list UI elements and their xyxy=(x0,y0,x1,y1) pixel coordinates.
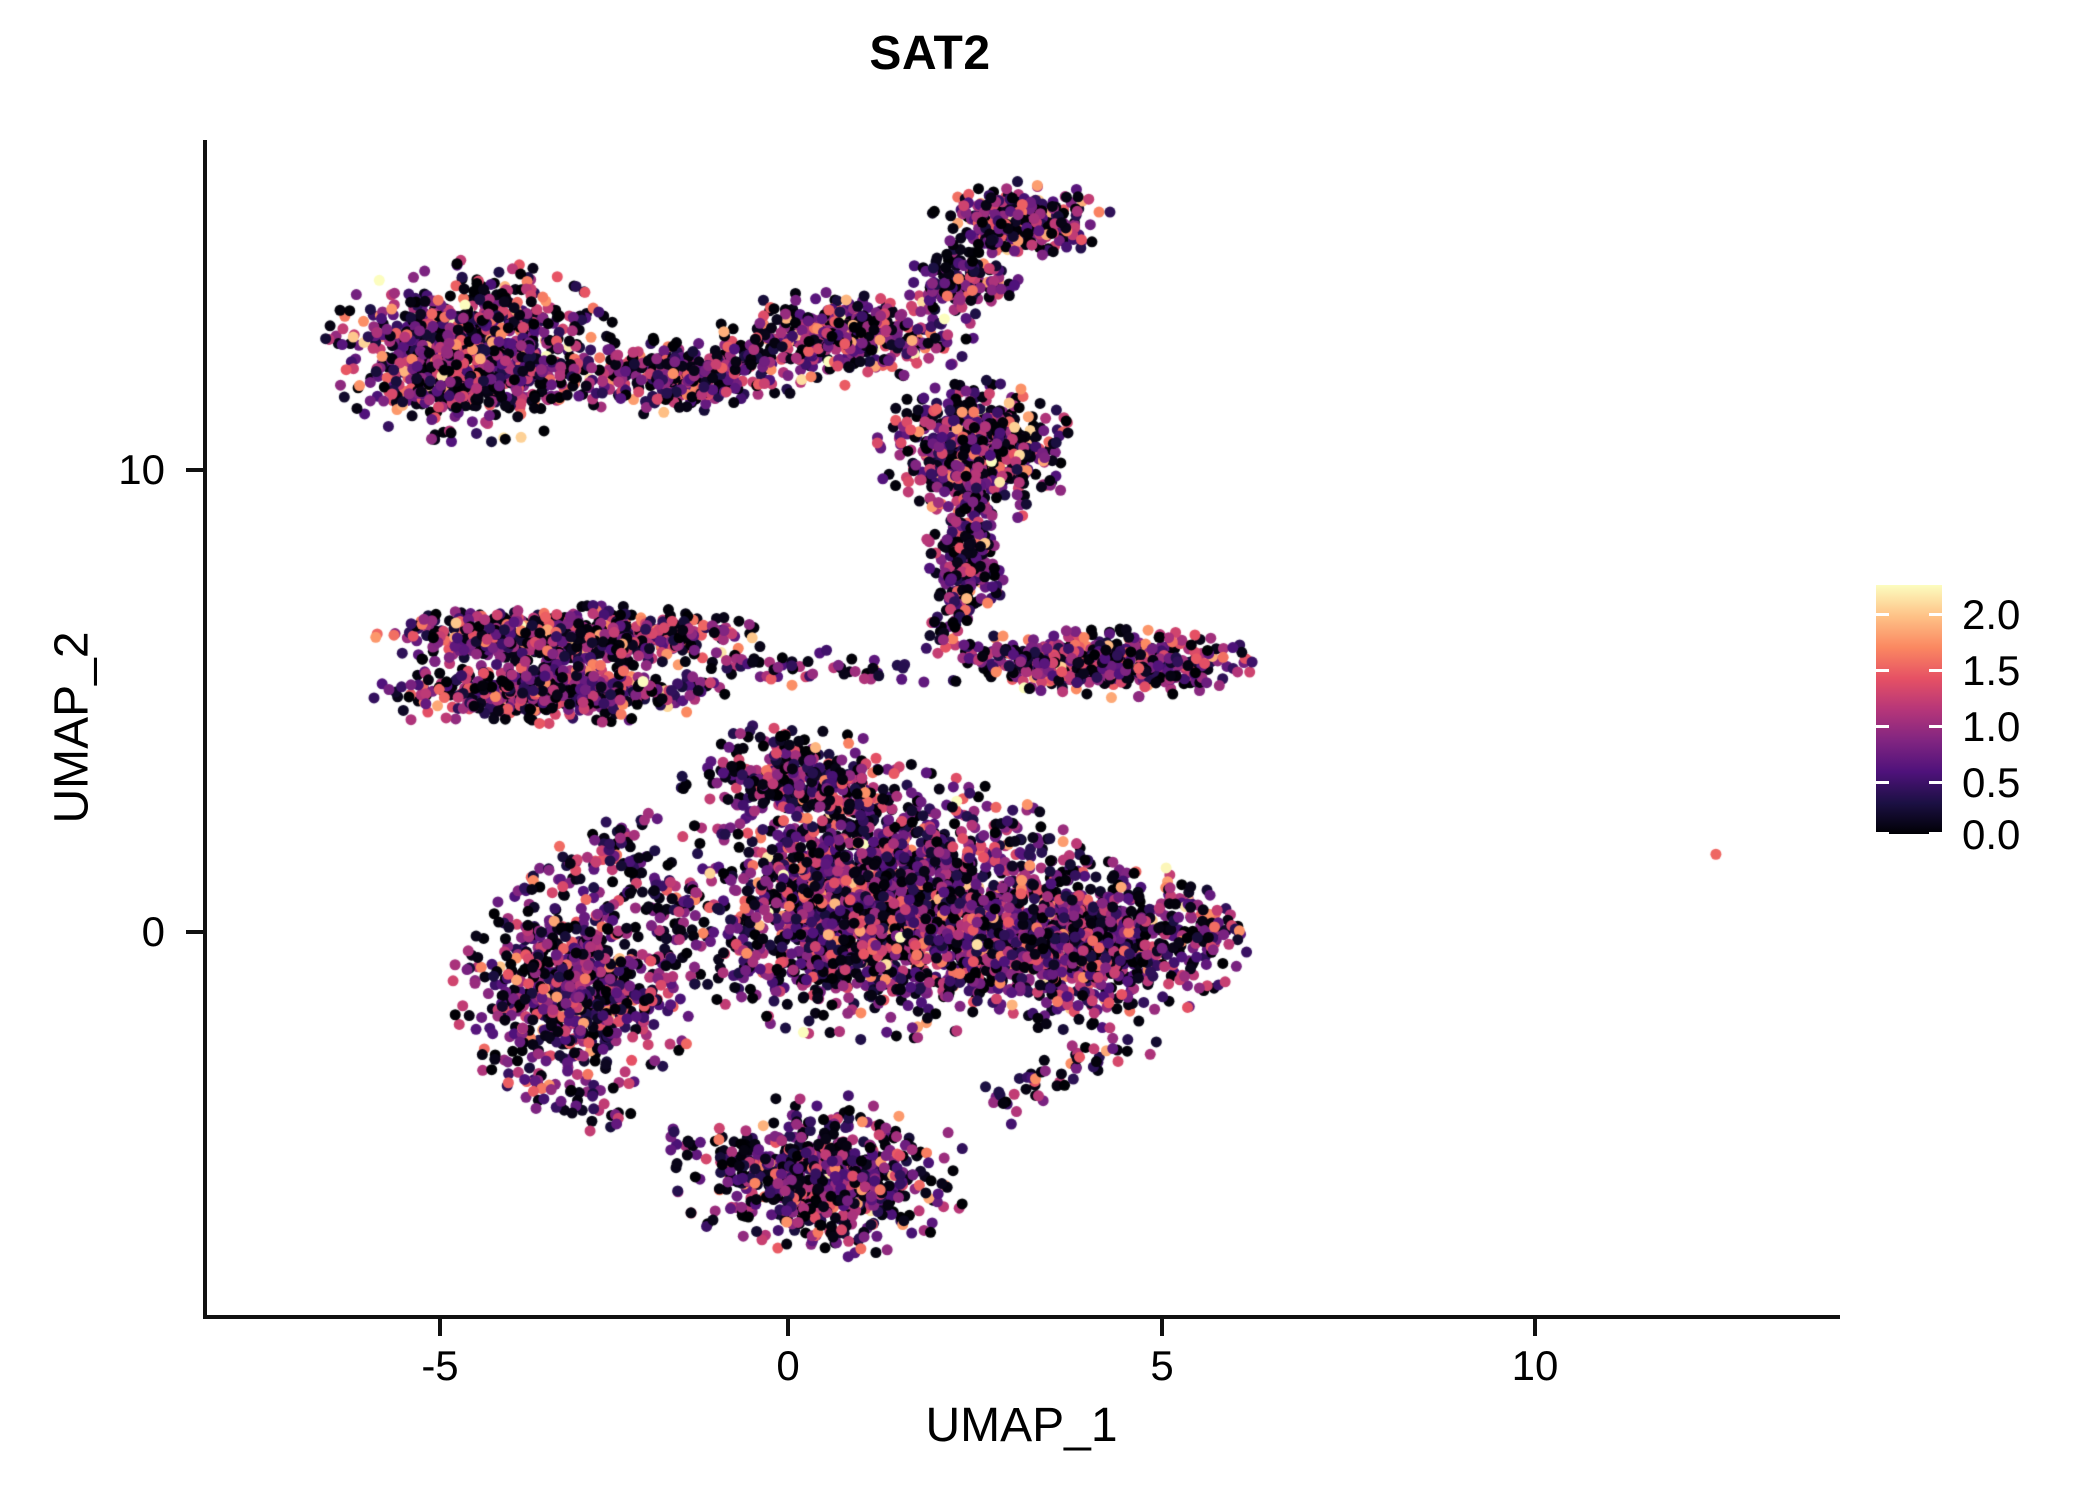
colorbar-tick-left-0 xyxy=(1876,832,1889,835)
colorbar-tick-right-0p5 xyxy=(1929,781,1942,784)
scatter-points-layer xyxy=(205,140,1838,1317)
colorbar-label-2: 2.0 xyxy=(1962,591,2021,638)
x-tick-label-0: 0 xyxy=(776,1342,800,1389)
colorbar-tick-right-1 xyxy=(1929,725,1942,728)
colorbar-label-1: 1.0 xyxy=(1962,703,2021,750)
x-tick-mark-5 xyxy=(1160,1319,1164,1336)
colorbar-legend: 2.0 1.5 1.0 0.5 0.0 xyxy=(1876,585,2076,865)
colorbar-label-0p5: 0.5 xyxy=(1962,759,2021,806)
y-tick-mark-10 xyxy=(186,468,203,472)
colorbar-tick-right-0 xyxy=(1929,832,1942,835)
y-tick-mark-0 xyxy=(186,930,203,934)
colorbar-label-0: 0.0 xyxy=(1962,811,2021,858)
colorbar-tick-left-1p5 xyxy=(1876,669,1889,672)
x-tick-mark-10 xyxy=(1533,1319,1537,1336)
y-tick-label-0: 0 xyxy=(141,908,165,955)
colorbar-tick-left-2 xyxy=(1876,613,1889,616)
colorbar-tick-right-2 xyxy=(1929,613,1942,616)
x-tick-label-5: 5 xyxy=(1150,1342,1174,1389)
colorbar-tick-left-0p5 xyxy=(1876,781,1889,784)
x-axis-label: UMAP_1 xyxy=(925,1399,1118,1452)
colorbar-label-1p5: 1.5 xyxy=(1962,647,2021,694)
y-axis-line xyxy=(203,140,207,1317)
y-tick-label-10: 10 xyxy=(118,446,165,493)
x-tick-label-10: 10 xyxy=(1511,1342,1559,1389)
x-axis-line xyxy=(203,1315,1840,1319)
x-tick-label-minus5: -5 xyxy=(421,1342,459,1389)
colorbar-gradient xyxy=(1876,585,1942,834)
x-tick-mark-0 xyxy=(786,1319,790,1336)
plot-panel xyxy=(205,140,1838,1317)
x-tick-mark-minus5 xyxy=(438,1319,442,1336)
page-title: SAT2 xyxy=(869,27,991,80)
y-axis-label: UMAP_2 xyxy=(45,631,99,824)
colorbar-tick-right-1p5 xyxy=(1929,669,1942,672)
colorbar-tick-left-1 xyxy=(1876,725,1889,728)
